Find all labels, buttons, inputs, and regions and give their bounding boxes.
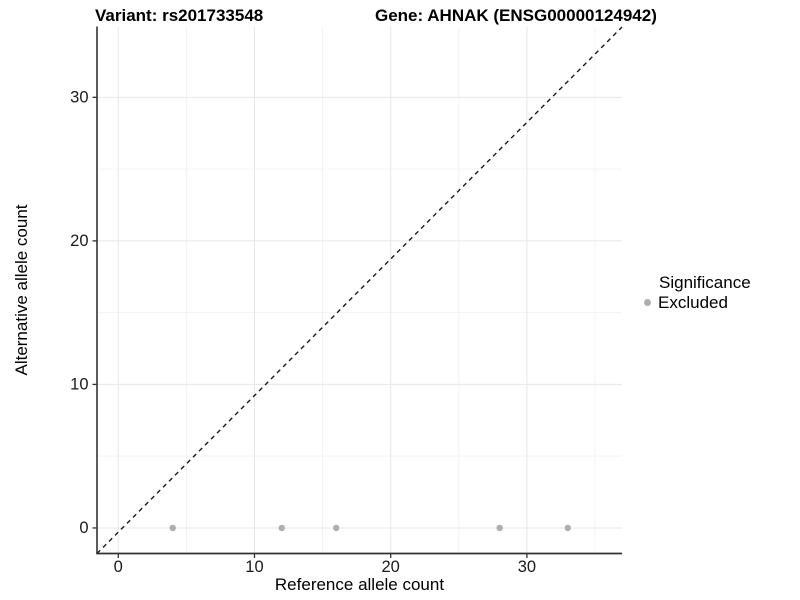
y-tick-label: 30 [70,88,88,106]
data-point [333,524,340,532]
x-tick-label: 30 [518,558,536,576]
data-point [278,524,285,532]
y-tick-label: 0 [79,519,88,537]
legend: Significance Excluded [644,273,751,312]
legend-title: Significance [659,273,751,292]
data-point [496,524,503,532]
y-tick-label: 10 [70,375,88,393]
data-point [169,524,176,532]
gene-title: Gene: AHNAK (ENSG00000124942) [375,6,657,25]
legend-item-label: Excluded [658,293,728,312]
legend-item-excluded: Excluded [644,293,751,312]
y-axis-title: Alternative allele count [12,204,31,376]
variant-title: Variant: rs201733548 [95,6,264,25]
identity-line [96,26,623,554]
x-tick-label: 0 [114,558,123,576]
x-tick-label: 20 [382,558,400,576]
x-axis-title: Reference allele count [274,575,445,594]
legend-dot-icon [644,299,651,306]
data-point [564,524,571,532]
y-tick-label: 20 [70,232,88,250]
x-tick-label: 10 [245,558,263,576]
